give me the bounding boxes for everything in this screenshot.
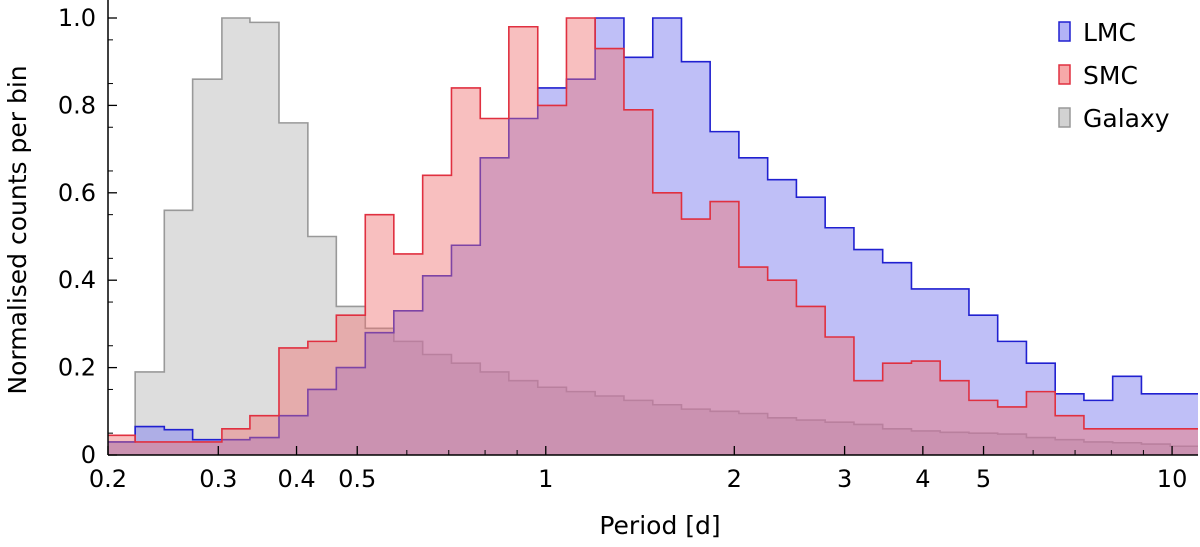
legend-label: Galaxy — [1083, 104, 1170, 133]
legend-item-lmc: LMC — [1058, 18, 1136, 47]
histogram-outline-lmc — [108, 17, 1198, 443]
legend-item-smc: SMC — [1058, 61, 1138, 90]
x-tick-label: 1 — [538, 465, 553, 493]
histogram-fill-lmc — [108, 18, 1198, 455]
plot-frame — [107, 0, 1198, 456]
x-tick-label: 2 — [727, 465, 742, 493]
histogram-outline-smc — [108, 17, 1198, 443]
series-smc — [108, 17, 1198, 455]
y-tick-label: 0.4 — [58, 266, 96, 294]
x-tick-label: 0.2 — [89, 465, 127, 493]
legend-label: LMC — [1083, 18, 1136, 47]
legend-swatch — [1058, 21, 1071, 42]
y-tick-label: 0.6 — [58, 179, 96, 207]
legend-swatch — [1058, 64, 1071, 85]
x-tick-label: 0.3 — [199, 465, 237, 493]
x-tick-label: 3 — [837, 465, 852, 493]
y-axis-label: Normalised counts per bin — [3, 65, 32, 394]
histogram-fill-smc — [108, 18, 1198, 455]
x-tick-label: 4 — [915, 465, 930, 493]
x-axis-label: Period [d] — [599, 511, 720, 540]
x-tick-label: 0.5 — [338, 465, 376, 493]
legend-label: SMC — [1083, 61, 1138, 90]
legend-swatch — [1058, 107, 1071, 128]
y-tick-label: 0.2 — [58, 354, 96, 382]
x-tick-label: 5 — [976, 465, 991, 493]
legend-item-galaxy: Galaxy — [1058, 104, 1170, 133]
x-tick-label: 0.4 — [277, 465, 315, 493]
legend: LMC SMC Galaxy — [1058, 18, 1170, 133]
y-tick-label: 0.8 — [58, 91, 96, 119]
y-tick-label: 0 — [81, 441, 96, 469]
y-tick-label: 1.0 — [58, 4, 96, 32]
histogram-series-layer — [108, 17, 1198, 455]
x-tick-label: 10 — [1157, 465, 1188, 493]
series-lmc — [108, 17, 1198, 455]
